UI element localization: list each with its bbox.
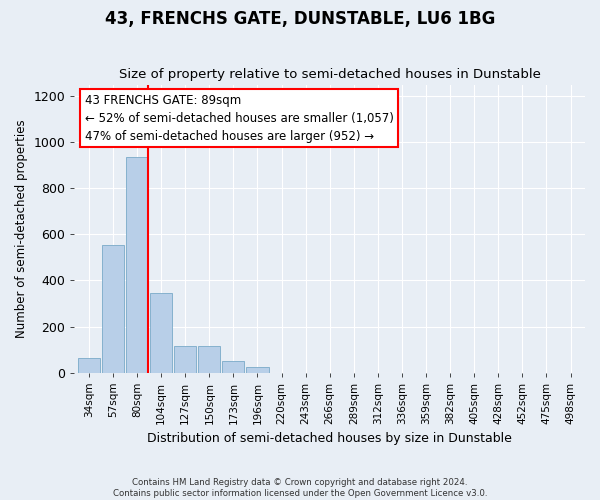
Bar [223, 361, 244, 372]
Bar [102, 245, 124, 372]
Text: 43, FRENCHS GATE, DUNSTABLE, LU6 1BG: 43, FRENCHS GATE, DUNSTABLE, LU6 1BG [105, 10, 495, 28]
Bar [198, 346, 220, 372]
X-axis label: Distribution of semi-detached houses by size in Dunstable: Distribution of semi-detached houses by … [147, 432, 512, 445]
Bar [174, 346, 196, 372]
Bar [247, 367, 269, 372]
Bar [78, 358, 100, 372]
Bar [126, 158, 148, 372]
Y-axis label: Number of semi-detached properties: Number of semi-detached properties [15, 120, 28, 338]
Text: 43 FRENCHS GATE: 89sqm
← 52% of semi-detached houses are smaller (1,057)
47% of : 43 FRENCHS GATE: 89sqm ← 52% of semi-det… [85, 94, 394, 142]
Bar [150, 293, 172, 372]
Title: Size of property relative to semi-detached houses in Dunstable: Size of property relative to semi-detach… [119, 68, 541, 81]
Text: Contains HM Land Registry data © Crown copyright and database right 2024.
Contai: Contains HM Land Registry data © Crown c… [113, 478, 487, 498]
